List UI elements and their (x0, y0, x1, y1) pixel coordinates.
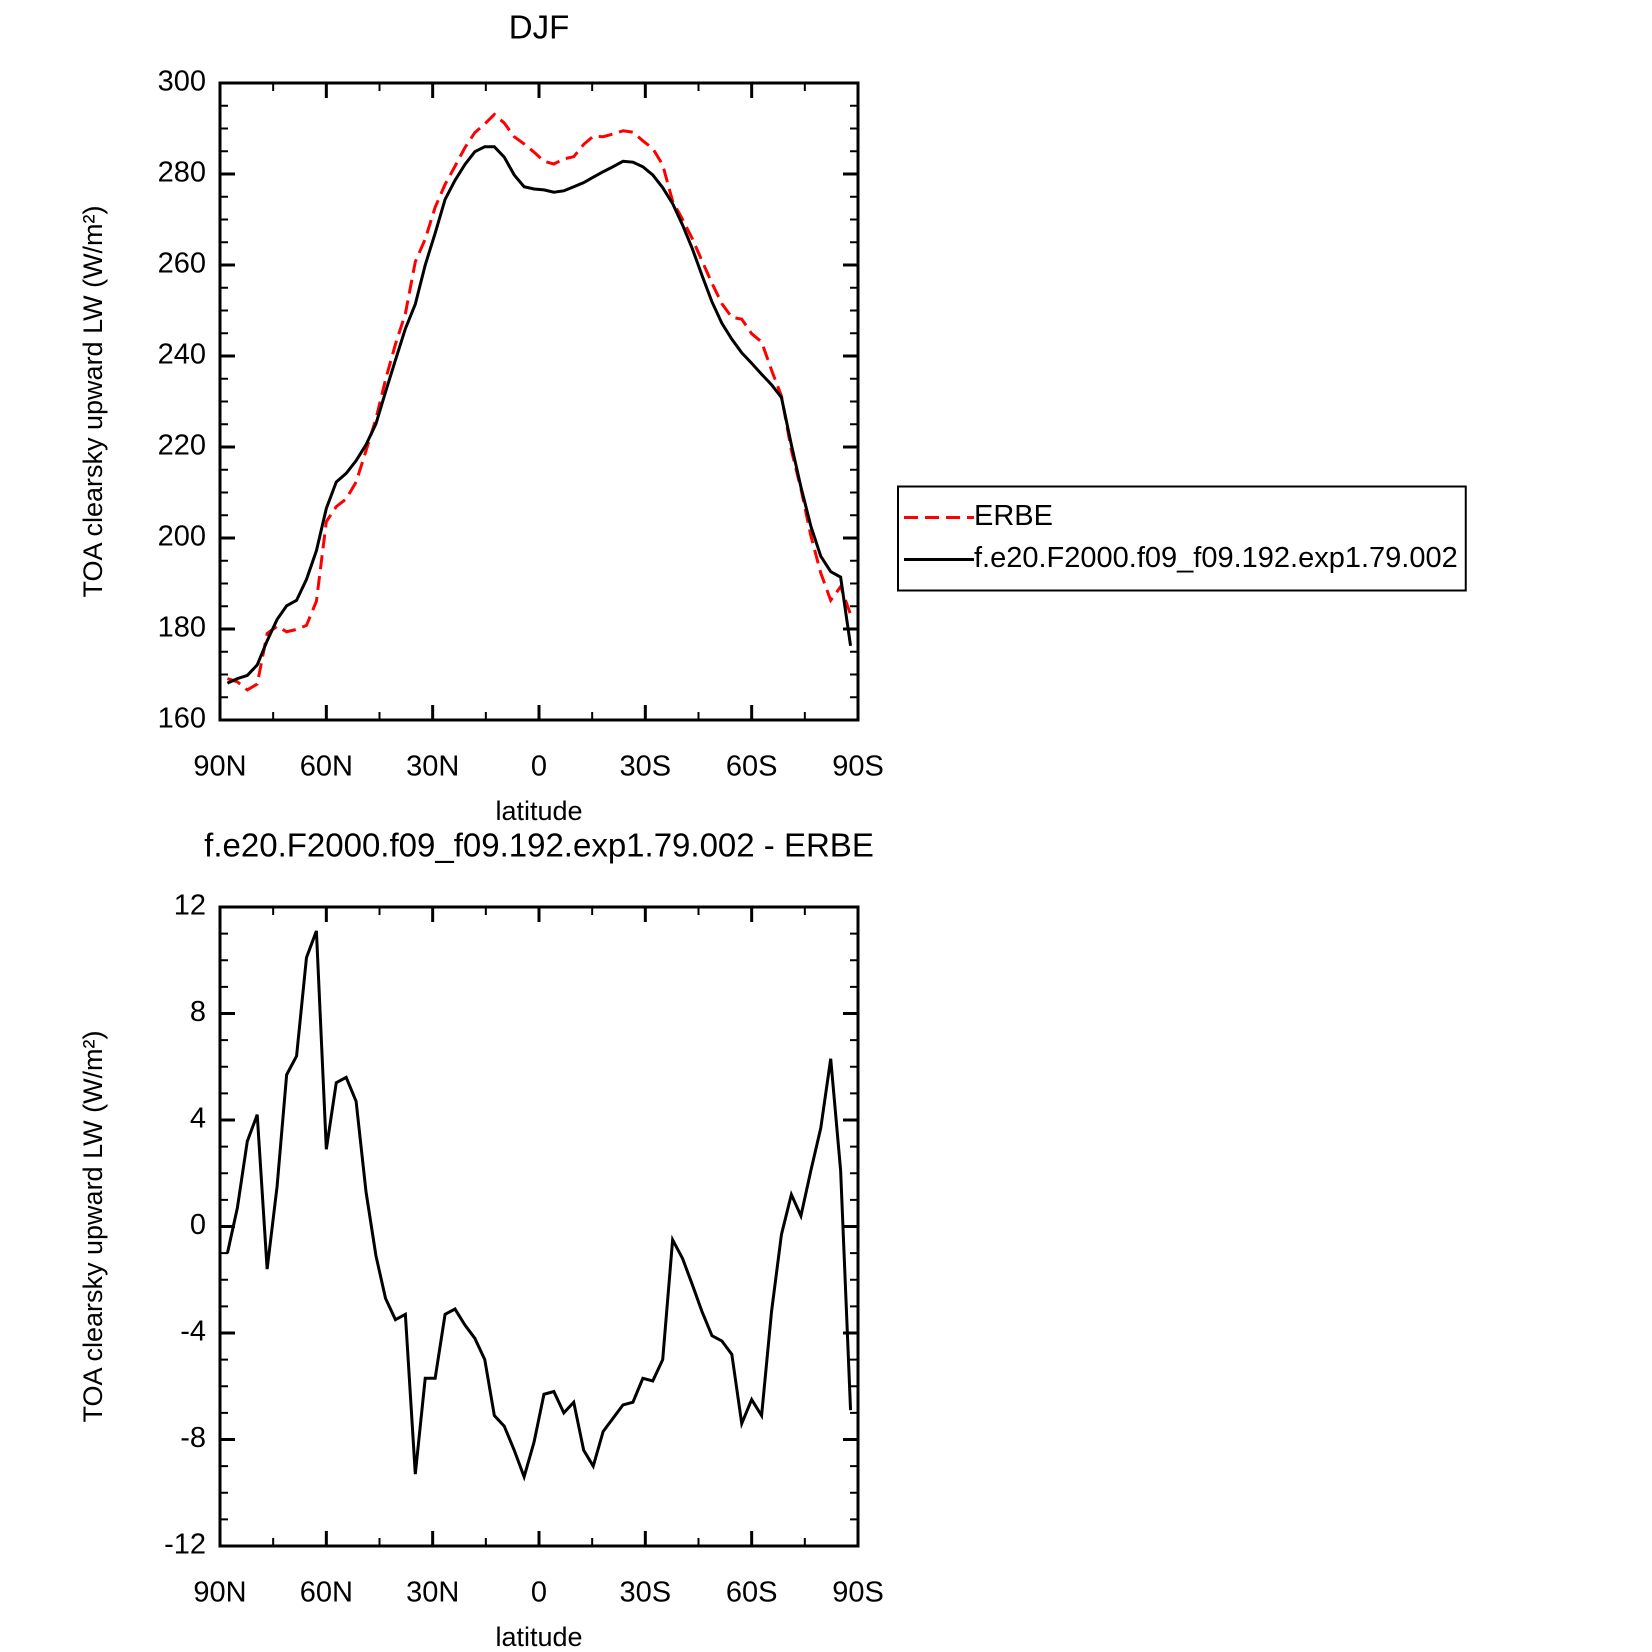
y-tick-label: -12 (164, 1529, 206, 1561)
y-tick-label: 280 (158, 157, 206, 189)
chart-title: DJF (509, 9, 570, 46)
y-tick-label: 240 (158, 339, 206, 371)
data-line (226, 145, 853, 685)
y-axis-label: TOA clearsky upward LW (W/m²) (78, 1030, 108, 1422)
legend-label: ERBE (974, 500, 1053, 532)
y-tick-label: 0 (190, 1209, 206, 1241)
y-tick-label: 180 (158, 612, 206, 644)
x-tick-label: 90N (193, 751, 246, 783)
data-line (226, 112, 852, 692)
y-tick-label: 300 (158, 66, 206, 98)
x-tick-label: 30N (406, 751, 459, 783)
y-tick-label: 260 (158, 248, 206, 280)
legend-box (897, 485, 1467, 592)
x-tick-label: 60S (726, 751, 778, 783)
y-tick-label: -8 (180, 1422, 206, 1454)
plot: DJF latitude TOA clearsky upward LW (W/m²)… (78, 9, 1467, 826)
x-tick-label: 30S (620, 751, 672, 783)
plot-frame (218, 905, 860, 1548)
legend: ERBE f.e20.F2000.f09_f09.192.exp1.79.002 (897, 485, 1467, 592)
plot: f.e20.F2000.f09_f09.192.exp1.79.002 - ER… (78, 827, 884, 1652)
legend-label: f.e20.F2000.f09_f09.192.exp1.79.002 (974, 542, 1458, 574)
y-tick-label: 160 (158, 703, 206, 735)
plot-frame (218, 81, 860, 722)
y-tick-label: 8 (190, 996, 206, 1028)
data-line (225, 930, 853, 1482)
x-tick-label: 30N (406, 1577, 459, 1609)
x-axis-label: latitude (495, 796, 582, 826)
y-axis-label: TOA clearsky upward LW (W/m²) (78, 205, 108, 597)
x-tick-label: 60N (300, 1577, 353, 1609)
x-tick-label: 60S (726, 1577, 778, 1609)
y-tick-label: 220 (158, 430, 206, 462)
y-tick-label: 12 (174, 890, 206, 922)
chart-title: f.e20.F2000.f09_f09.192.exp1.79.002 - ER… (204, 827, 874, 864)
x-axis-label: latitude (495, 1622, 582, 1652)
x-tick-label: 90S (832, 1577, 884, 1609)
x-tick-label: 90N (193, 1577, 246, 1609)
x-tick-label: 60N (300, 751, 353, 783)
x-tick-label: 30S (620, 1577, 672, 1609)
y-tick-label: 4 (190, 1103, 206, 1135)
y-tick-label: -4 (180, 1316, 206, 1348)
x-tick-label: 90S (832, 751, 884, 783)
y-tick-label: 200 (158, 521, 206, 553)
x-tick-label: 0 (531, 751, 547, 783)
x-tick-label: 0 (531, 1577, 547, 1609)
